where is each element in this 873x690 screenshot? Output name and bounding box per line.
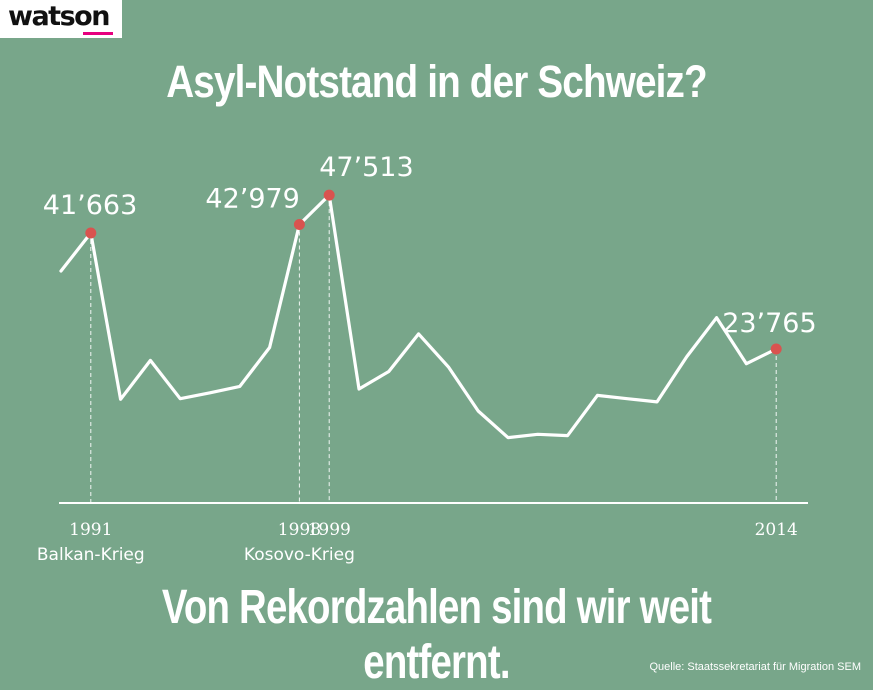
data-point-1999 [323,189,335,201]
event-label-1991: Balkan-Krieg [37,545,145,565]
source-note: Quelle: Staatssekretariat für Migration … [649,661,861,673]
logo-text: watson [8,1,110,32]
event-label-1998: Kosovo-Krieg [244,545,355,565]
year-tick-1999: 1999 [308,520,351,540]
value-label-1999: 47’513 [319,152,413,183]
data-point-1991 [85,227,97,239]
logo-accent-bar [83,32,113,35]
chart-subtitle: Von Rekordzahlen sind wir weit entfernt. [161,581,712,689]
value-label-1998: 42’979 [205,183,299,214]
watson-logo: watson [0,0,122,38]
year-tick-2014: 2014 [755,520,798,540]
chart-title: Asyl-Notstand in der Schweiz? [166,56,707,107]
data-point-1998 [293,218,305,230]
data-point-2014 [770,343,782,355]
series-line [59,193,778,440]
value-label-2014: 23’765 [722,308,816,339]
year-tick-1998: 1998 [278,520,321,540]
value-label-1991: 41’663 [43,190,137,221]
year-tick-1991: 1991 [69,520,112,540]
